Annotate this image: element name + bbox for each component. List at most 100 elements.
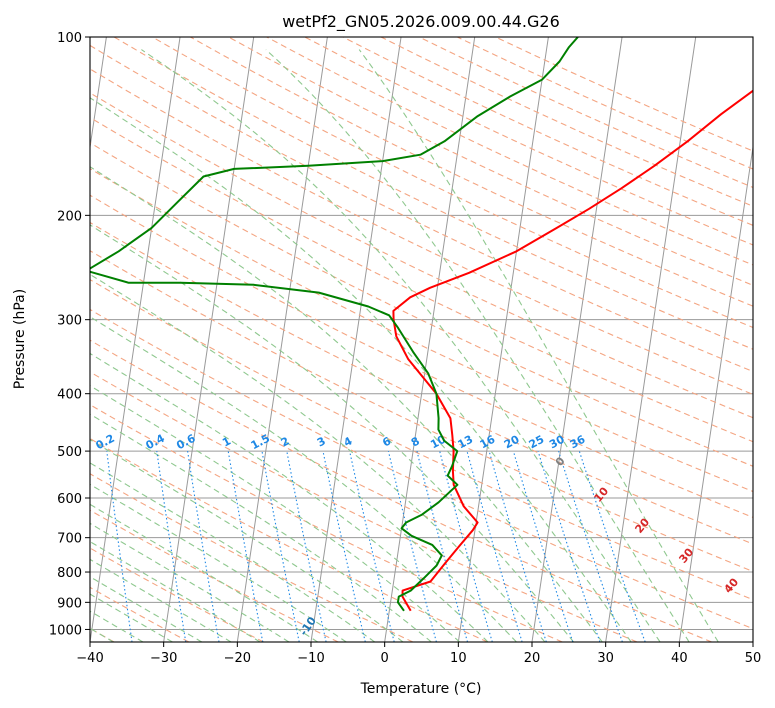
mixing-ratio-label: 16 bbox=[478, 433, 498, 452]
moist-adiabat-line bbox=[90, 540, 261, 642]
isotherm-line bbox=[531, 37, 623, 642]
y-tick-label: 800 bbox=[57, 566, 82, 581]
mixing-ratio-line bbox=[512, 450, 574, 642]
moist-adiabat-line bbox=[90, 97, 632, 642]
moist-adiabat-line bbox=[90, 352, 489, 642]
isotherm-line bbox=[90, 37, 107, 151]
dry-adiabat-line bbox=[90, 339, 712, 642]
background-line-labels: 0.10.20.40.611.52346810131620253036-1001… bbox=[93, 432, 741, 639]
mixing-ratio-line bbox=[488, 450, 547, 642]
x-tick-label: 0 bbox=[381, 651, 389, 666]
mixing-ratio-line bbox=[322, 450, 366, 642]
mixing-ratio-label: 25 bbox=[527, 433, 547, 452]
x-tick-label: 10 bbox=[450, 651, 467, 666]
mixing-ratio-line bbox=[106, 451, 133, 642]
mixing-ratio-line bbox=[187, 451, 220, 642]
mixing-ratio-line bbox=[439, 450, 493, 642]
y-tick-label: 700 bbox=[57, 532, 82, 547]
dry-adiabat-line bbox=[495, 37, 753, 152]
moist-adiabat-line bbox=[90, 166, 603, 642]
isotherm-line bbox=[678, 143, 753, 642]
x-axis-label: Temperature (°C) bbox=[360, 681, 482, 697]
moist-adiabat-line bbox=[90, 224, 575, 642]
dry-adiabat-line bbox=[457, 37, 753, 170]
x-tick-label: 50 bbox=[745, 651, 762, 666]
moist-adiabat-line bbox=[90, 483, 347, 642]
mixing-ratio-line bbox=[578, 450, 646, 642]
mixing-ratio-label: 30 bbox=[547, 433, 567, 452]
y-tick-label: 300 bbox=[57, 314, 82, 329]
isotherm-line bbox=[236, 37, 328, 642]
dry-adiabat-line bbox=[113, 37, 753, 350]
x-tick-label: 20 bbox=[524, 651, 541, 666]
isotherm-line bbox=[605, 37, 697, 642]
mixing-ratio-line bbox=[349, 450, 395, 642]
dry-adiabat-line bbox=[90, 438, 488, 642]
dry-adiabat-line bbox=[90, 194, 753, 519]
isotherm-lines bbox=[90, 37, 753, 642]
plot-area: 0.10.20.40.611.52346810131620253036-1001… bbox=[90, 37, 753, 642]
plot-frame bbox=[89, 36, 754, 643]
y-tick-label: 600 bbox=[57, 492, 82, 507]
moist-adiabat-line bbox=[90, 438, 404, 642]
moist-adiabat-line bbox=[90, 385, 461, 642]
mixing-ratio-line bbox=[286, 450, 327, 642]
dewpoint-profile bbox=[90, 37, 579, 612]
moist-adiabat-line bbox=[90, 558, 232, 642]
x-tick-label: 40 bbox=[671, 651, 688, 666]
isotherm-line bbox=[384, 37, 476, 642]
y-tick-label: 400 bbox=[57, 388, 82, 403]
dry-adiabat-line bbox=[90, 167, 753, 493]
y-axis: 100 200 300 400 500 600 700 800 900 1000 bbox=[49, 31, 90, 638]
moist-adiabat-lines bbox=[90, 49, 719, 642]
y-tick-label: 100 bbox=[57, 31, 82, 46]
moist-adiabat-line bbox=[90, 273, 546, 642]
mixing-ratio-label: 13 bbox=[456, 433, 476, 452]
mixing-ratio-line bbox=[466, 450, 523, 642]
dry-adiabat-line bbox=[418, 37, 753, 189]
moist-adiabat-line bbox=[90, 576, 203, 642]
y-tick-label: 500 bbox=[57, 445, 82, 460]
isotherm-line bbox=[163, 37, 255, 642]
y-axis-label: Pressure (hPa) bbox=[12, 289, 28, 389]
x-axis: −40 −30 −20 −10 0 10 20 30 40 50 bbox=[76, 642, 761, 666]
dry-adiabat-line bbox=[380, 37, 753, 207]
mixing-ratio-line bbox=[261, 451, 300, 642]
isotherm-line bbox=[457, 37, 549, 642]
mixing-ratio-line bbox=[227, 451, 264, 642]
mixing-ratio-lines bbox=[106, 450, 646, 642]
temperature-profile bbox=[392, 89, 753, 612]
moist-adiabat-line bbox=[90, 522, 290, 642]
y-tick-label: 1000 bbox=[49, 623, 82, 638]
moist-adiabat-line bbox=[358, 49, 719, 642]
x-tick-label: −30 bbox=[150, 651, 177, 666]
y-tick-label: 200 bbox=[57, 209, 82, 224]
mixing-ratio-label: 36 bbox=[568, 433, 588, 452]
x-tick-label: 30 bbox=[597, 651, 614, 666]
mixing-ratio-label: 20 bbox=[502, 433, 522, 452]
dry-adiabat-line bbox=[90, 308, 753, 630]
mixing-ratio-line bbox=[156, 451, 187, 642]
isotherm-line bbox=[90, 37, 181, 642]
dry-adiabat-line bbox=[90, 116, 753, 443]
x-tick-label: −40 bbox=[76, 651, 103, 666]
mixing-ratio-line bbox=[416, 450, 469, 642]
sounding-profiles bbox=[90, 37, 753, 612]
dry-adiabat-line bbox=[90, 221, 753, 545]
mixing-ratio-line bbox=[558, 450, 623, 642]
moist-adiabat-line bbox=[90, 593, 173, 642]
dry-adiabat-lines bbox=[90, 37, 753, 642]
dry-adiabat-line bbox=[90, 473, 414, 642]
moist-adiabat-line bbox=[141, 49, 661, 642]
mixing-ratio-line bbox=[387, 450, 437, 642]
mixing-ratio-line bbox=[537, 450, 601, 642]
chart-title: wetPf2_GN05.2026.009.00.44.G26 bbox=[282, 12, 560, 32]
moist-adiabat-line bbox=[90, 462, 376, 642]
x-tick-label: −20 bbox=[224, 651, 251, 666]
moist-adiabat-line bbox=[265, 49, 690, 642]
x-tick-label: −10 bbox=[297, 651, 324, 666]
y-tick-label: 900 bbox=[57, 596, 82, 611]
dry-adiabat-line bbox=[90, 279, 753, 601]
